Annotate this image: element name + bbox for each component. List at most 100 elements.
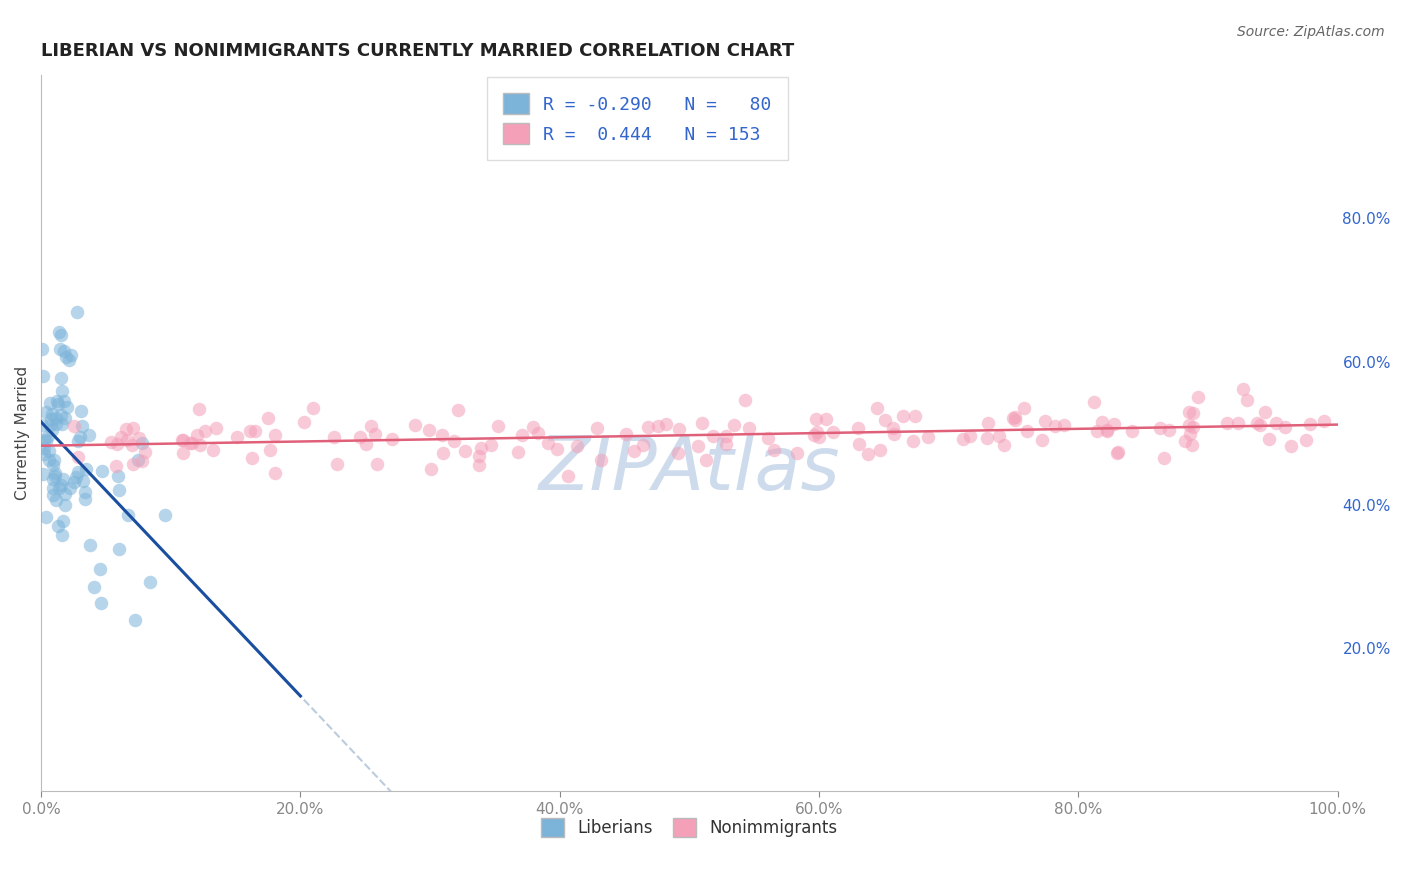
Point	[91, 464, 114, 478]
Point	[1085, 425, 1108, 439]
Point	[522, 419, 544, 434]
Point	[976, 431, 998, 445]
Point	[59, 481, 82, 495]
Point	[239, 424, 262, 438]
Point	[1299, 417, 1322, 432]
Point	[240, 450, 263, 465]
Text: Source: ZipAtlas.com: Source: ZipAtlas.com	[1237, 25, 1385, 39]
Point	[115, 422, 138, 436]
Point	[381, 433, 404, 447]
Point	[1265, 416, 1288, 430]
Point	[243, 425, 266, 439]
Point	[479, 438, 502, 452]
Point	[510, 427, 533, 442]
Point	[108, 483, 131, 497]
Point	[848, 437, 870, 451]
Point	[1182, 420, 1205, 434]
Point	[41, 407, 63, 421]
Point	[52, 472, 75, 486]
Point	[201, 443, 224, 458]
Point	[1180, 438, 1202, 452]
Point	[44, 466, 66, 480]
Point	[806, 425, 828, 439]
Point	[1177, 418, 1199, 433]
Point	[45, 493, 67, 508]
Point	[172, 433, 194, 447]
Point	[1121, 424, 1143, 438]
Point	[32, 369, 55, 384]
Point	[48, 481, 70, 495]
Point	[756, 431, 779, 445]
Point	[73, 485, 96, 500]
Point	[45, 394, 67, 409]
Point	[115, 434, 138, 448]
Point	[1279, 439, 1302, 453]
Point	[1249, 417, 1271, 432]
Point	[31, 418, 53, 433]
Point	[690, 417, 713, 431]
Point	[53, 487, 76, 501]
Point	[738, 421, 761, 435]
Point	[77, 428, 100, 442]
Point	[716, 436, 738, 450]
Point	[430, 428, 453, 442]
Point	[139, 574, 162, 589]
Point	[122, 420, 145, 434]
Point	[977, 416, 1000, 430]
Point	[762, 442, 785, 457]
Point	[322, 430, 344, 444]
Point	[360, 418, 382, 433]
Point	[1178, 405, 1201, 419]
Point	[1149, 421, 1171, 435]
Point	[856, 447, 879, 461]
Point	[52, 394, 75, 409]
Point	[72, 475, 94, 489]
Point	[666, 446, 689, 460]
Point	[259, 442, 281, 457]
Point	[1232, 382, 1254, 396]
Point	[506, 444, 529, 458]
Point	[1187, 390, 1209, 404]
Point	[44, 469, 66, 483]
Point	[1257, 432, 1279, 446]
Point	[32, 447, 55, 461]
Point	[66, 304, 89, 318]
Point	[1053, 417, 1076, 432]
Point	[1083, 395, 1105, 409]
Point	[616, 427, 638, 442]
Point	[546, 442, 568, 456]
Point	[42, 481, 65, 495]
Point	[866, 401, 889, 415]
Point	[38, 444, 60, 458]
Point	[366, 458, 388, 472]
Point	[90, 596, 112, 610]
Point	[808, 430, 831, 444]
Point	[35, 434, 58, 449]
Point	[187, 402, 209, 417]
Point	[1095, 423, 1118, 437]
Point	[846, 421, 869, 435]
Point	[186, 427, 208, 442]
Point	[1012, 401, 1035, 415]
Point	[32, 433, 55, 447]
Point	[225, 430, 247, 444]
Point	[695, 453, 717, 467]
Point	[803, 428, 825, 442]
Point	[993, 438, 1015, 452]
Point	[1216, 417, 1239, 431]
Point	[1091, 416, 1114, 430]
Point	[134, 445, 156, 459]
Point	[1159, 423, 1181, 437]
Point	[302, 401, 325, 416]
Point	[959, 429, 981, 443]
Point	[31, 343, 53, 357]
Point	[105, 437, 128, 451]
Point	[418, 423, 440, 437]
Point	[49, 328, 72, 343]
Point	[59, 348, 82, 362]
Point	[1295, 433, 1317, 447]
Point	[65, 469, 87, 483]
Point	[105, 458, 128, 473]
Point	[468, 458, 491, 472]
Point	[38, 453, 60, 467]
